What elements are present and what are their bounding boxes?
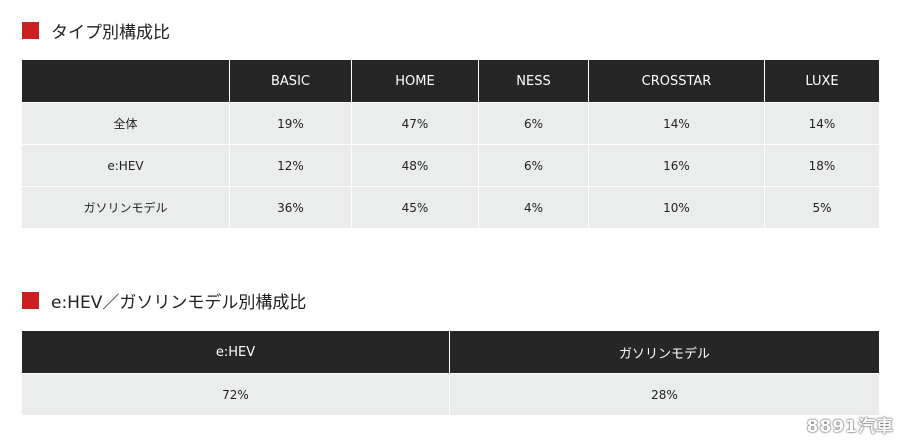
table-row: 72% 28% bbox=[22, 373, 879, 415]
table-cell: 19% bbox=[230, 102, 352, 144]
table-cell: 14% bbox=[765, 102, 879, 144]
table-row: ガソリンモデル 36% 45% 4% 10% 5% bbox=[22, 186, 879, 228]
watermark-logo: 8891汽車 bbox=[806, 417, 894, 437]
table-header-row: BASIC HOME NESS CROSSTAR LUXE bbox=[22, 60, 879, 102]
row-label: 全体 bbox=[22, 102, 230, 144]
table-cell: 16% bbox=[589, 144, 765, 186]
header-cell-empty bbox=[22, 60, 230, 102]
table-cell: 28% bbox=[450, 373, 879, 415]
row-label: e:HEV bbox=[22, 144, 230, 186]
table-cell: 18% bbox=[765, 144, 879, 186]
header-cell-ness: NESS bbox=[479, 60, 589, 102]
type-ratio-title: タイプ別構成比 bbox=[51, 22, 170, 43]
type-ratio-heading: タイプ別構成比 bbox=[22, 18, 170, 43]
row-label: ガソリンモデル bbox=[22, 186, 230, 228]
table-cell: 4% bbox=[479, 186, 589, 228]
header-cell-basic: BASIC bbox=[230, 60, 352, 102]
red-square-marker-icon bbox=[22, 21, 39, 39]
powertrain-ratio-table: e:HEV ガソリンモデル 72% 28% bbox=[22, 331, 879, 415]
table-cell: 5% bbox=[765, 186, 879, 228]
table-cell: 47% bbox=[352, 102, 479, 144]
powertrain-ratio-heading: e:HEV／ガソリンモデル別構成比 bbox=[22, 288, 307, 313]
table-cell: 6% bbox=[479, 144, 589, 186]
header-cell-home: HOME bbox=[352, 60, 479, 102]
table-cell: 36% bbox=[230, 186, 352, 228]
table-cell: 72% bbox=[22, 373, 450, 415]
table-row: e:HEV 12% 48% 6% 16% 18% bbox=[22, 144, 879, 186]
table-row: 全体 19% 47% 6% 14% 14% bbox=[22, 102, 879, 144]
table-cell: 6% bbox=[479, 102, 589, 144]
header-cell-luxe: LUXE bbox=[765, 60, 879, 102]
type-ratio-table: BASIC HOME NESS CROSSTAR LUXE 全体 19% 47%… bbox=[22, 60, 879, 228]
header-cell-gasoline: ガソリンモデル bbox=[450, 331, 879, 373]
table-cell: 45% bbox=[352, 186, 479, 228]
header-cell-ehev: e:HEV bbox=[22, 331, 450, 373]
red-square-marker-icon bbox=[22, 291, 39, 309]
table-header-row: e:HEV ガソリンモデル bbox=[22, 331, 879, 373]
table-cell: 10% bbox=[589, 186, 765, 228]
header-cell-crosstar: CROSSTAR bbox=[589, 60, 765, 102]
table-cell: 14% bbox=[589, 102, 765, 144]
table-cell: 12% bbox=[230, 144, 352, 186]
table-cell: 48% bbox=[352, 144, 479, 186]
powertrain-ratio-title: e:HEV／ガソリンモデル別構成比 bbox=[51, 292, 307, 313]
